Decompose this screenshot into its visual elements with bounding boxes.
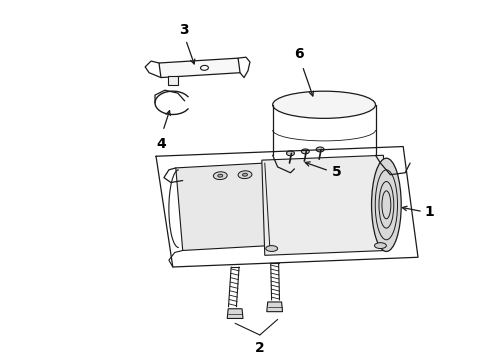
Ellipse shape (266, 246, 278, 251)
Text: 4: 4 (156, 137, 166, 151)
Polygon shape (159, 58, 240, 77)
Polygon shape (168, 76, 178, 85)
Polygon shape (267, 302, 283, 312)
Polygon shape (262, 155, 387, 255)
Ellipse shape (301, 149, 309, 154)
Polygon shape (227, 309, 243, 319)
Text: 1: 1 (425, 204, 435, 219)
Polygon shape (176, 163, 270, 251)
Text: 5: 5 (332, 165, 342, 179)
Text: 6: 6 (294, 47, 304, 61)
Ellipse shape (213, 172, 227, 180)
Ellipse shape (200, 66, 208, 70)
Ellipse shape (374, 243, 387, 248)
Ellipse shape (218, 174, 223, 177)
Text: 3: 3 (179, 23, 189, 37)
Ellipse shape (272, 91, 375, 118)
Ellipse shape (243, 173, 247, 176)
Ellipse shape (287, 151, 294, 156)
Text: 2: 2 (255, 341, 265, 355)
Ellipse shape (238, 171, 252, 179)
Ellipse shape (316, 147, 324, 152)
Ellipse shape (371, 158, 401, 251)
